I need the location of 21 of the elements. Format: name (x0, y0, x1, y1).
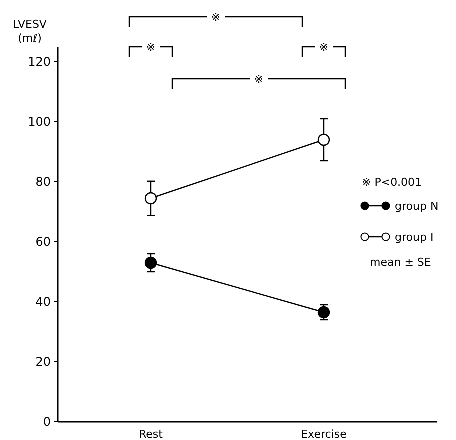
y-tick-label: 80 (36, 175, 51, 189)
annotation: mean ± SE (370, 256, 432, 269)
text: ※ (211, 11, 221, 24)
y-tick-label: 20 (36, 355, 51, 369)
point (144, 192, 158, 205)
annotation: ※ (319, 41, 329, 54)
y-tick-label: 40 (36, 295, 51, 309)
point (318, 134, 330, 146)
x-tick-label: Exercise (301, 428, 348, 440)
legend-label: group N (395, 200, 439, 213)
x-tick-label: Rest (139, 428, 164, 440)
y-tick-label: 100 (28, 115, 51, 129)
y-tick-label: 0 (43, 415, 51, 429)
annotation: ※ (254, 73, 264, 86)
legend-label: group I (395, 231, 434, 244)
y-tick-label: 120 (28, 55, 51, 69)
annotation: ※ P<0.001 (362, 176, 422, 189)
y-axis-title: LVESV (mℓ) (13, 18, 48, 45)
y-tick-label: 60 (36, 235, 51, 249)
point (144, 256, 158, 270)
annotation: ※ (146, 41, 156, 54)
